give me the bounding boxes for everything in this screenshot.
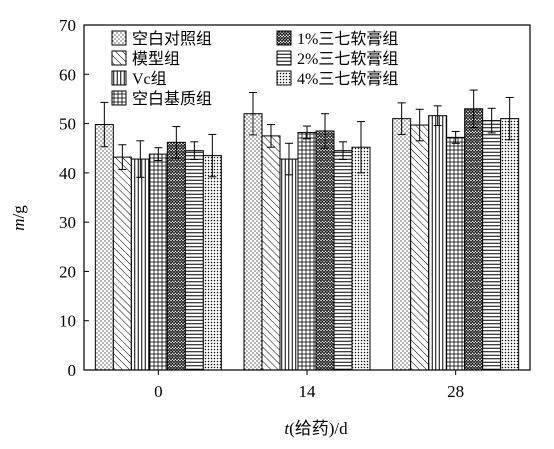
y-tick-label: 20 [59,262,76,281]
legend-swatch [276,50,292,66]
x-tick-label: 28 [447,382,464,401]
y-tick-label: 10 [59,312,76,331]
bar [392,118,412,371]
bar [261,135,281,371]
bar [464,108,484,371]
legend-label: 4%三七软膏组 [297,69,398,88]
legend-swatch [111,50,127,66]
x-tick-label: 14 [299,382,317,401]
bar [279,158,299,371]
bar [166,141,186,371]
legend-swatch [111,90,127,106]
bar [446,136,466,371]
bar [202,155,222,371]
y-axis-label: m/g [9,205,28,231]
y-tick-label: 40 [59,164,76,183]
bar [315,130,335,371]
legend-label: 2%三七软膏组 [297,49,398,68]
y-tick-label: 70 [59,16,76,35]
legend-swatch [111,70,127,86]
bar [333,150,353,371]
legend-label: Vc组 [132,70,167,88]
legend-swatch [111,30,127,46]
x-axis-label: t(给药)/d [284,419,348,438]
y-tick-label: 30 [59,213,76,232]
bar [500,118,520,371]
bar [243,113,263,371]
bar [297,131,317,371]
bar [184,150,204,371]
legend-label: 空白对照组 [132,30,212,48]
bar [351,146,371,371]
y-tick-label: 60 [59,65,76,84]
bar [410,124,430,371]
bar [482,120,502,371]
bar [148,153,168,371]
y-tick-label: 50 [59,115,76,134]
x-tick-label: 0 [154,382,163,401]
bar [112,156,132,371]
bar [94,124,114,371]
legend-label: 1%三七软膏组 [297,29,398,48]
legend-label: 空白基质组 [132,90,212,108]
legend-swatch [276,30,292,46]
legend-label: 模型组 [132,50,180,68]
legend-swatch [276,70,292,86]
bar [130,158,150,371]
y-tick-label: 0 [68,361,77,380]
bar [428,115,448,371]
